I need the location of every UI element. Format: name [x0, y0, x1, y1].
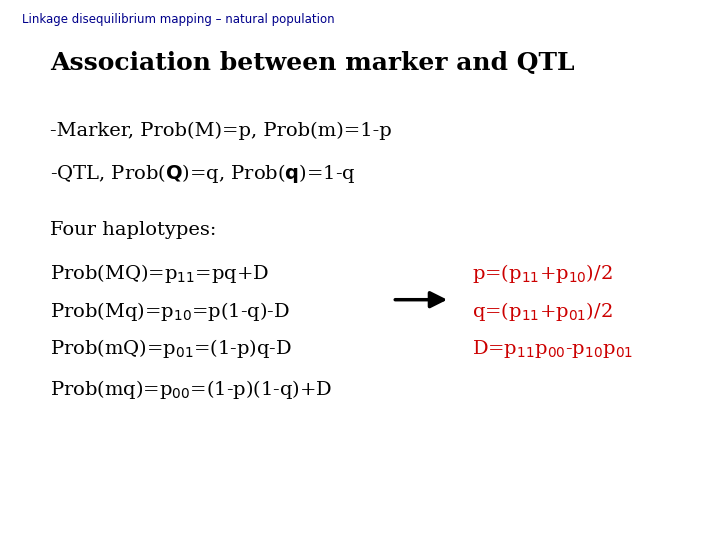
Text: Linkage disequilibrium mapping – natural population: Linkage disequilibrium mapping – natural… — [22, 14, 334, 26]
Text: Association between marker and QTL: Association between marker and QTL — [50, 51, 575, 75]
Text: D=p$_{11}$p$_{00}$-p$_{10}$p$_{01}$: D=p$_{11}$p$_{00}$-p$_{10}$p$_{01}$ — [472, 338, 633, 360]
Text: q=(p$_{11}$+p$_{01}$)/2: q=(p$_{11}$+p$_{01}$)/2 — [472, 300, 612, 323]
Text: Prob(Mq)=p$_{10}$=p(1-q)-D: Prob(Mq)=p$_{10}$=p(1-q)-D — [50, 300, 290, 323]
Text: p=(p$_{11}$+p$_{10}$)/2: p=(p$_{11}$+p$_{10}$)/2 — [472, 262, 612, 285]
Text: Prob(mQ)=p$_{01}$=(1-p)q-D: Prob(mQ)=p$_{01}$=(1-p)q-D — [50, 338, 292, 361]
Text: Prob(mq)=p$_{00}$=(1-p)(1-q)+D: Prob(mq)=p$_{00}$=(1-p)(1-q)+D — [50, 378, 333, 401]
Text: Prob(MQ)=p$_{11}$=pq+D: Prob(MQ)=p$_{11}$=pq+D — [50, 262, 269, 285]
Text: -Marker, Prob(M)=p, Prob(m)=1-p: -Marker, Prob(M)=p, Prob(m)=1-p — [50, 122, 392, 140]
Text: Four haplotypes:: Four haplotypes: — [50, 221, 217, 239]
Text: -QTL, Prob($\mathbf{Q}$)=q, Prob($\mathbf{q}$)=1-q: -QTL, Prob($\mathbf{Q}$)=q, Prob($\mathb… — [50, 162, 356, 185]
